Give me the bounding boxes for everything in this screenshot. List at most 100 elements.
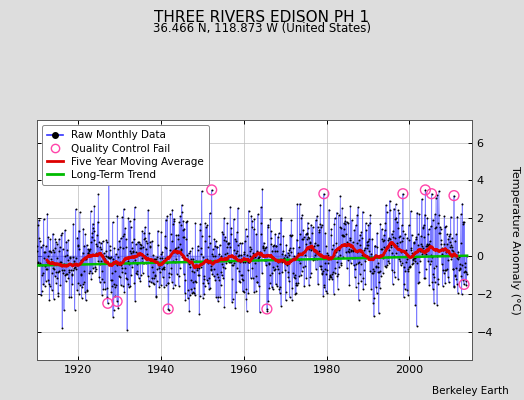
Point (257, 230, 265, 237)
Point (353, 212, 361, 218)
Point (463, 253, 471, 259)
Point (292, 236, 301, 243)
Point (348, 246, 357, 253)
Point (214, 256, 223, 262)
Point (272, 242, 280, 249)
Point (408, 260, 417, 266)
Point (151, 256, 160, 262)
Point (316, 220, 324, 227)
Point (463, 271, 471, 278)
Point (259, 244, 268, 251)
Point (442, 266, 450, 273)
Point (380, 237, 388, 244)
Point (120, 288, 128, 295)
Point (141, 238, 150, 244)
Point (308, 245, 316, 251)
Point (339, 254, 347, 260)
Point (282, 289, 290, 295)
Point (156, 268, 164, 275)
Point (152, 278, 161, 284)
Point (98, 268, 106, 274)
Point (91, 264, 99, 270)
Point (359, 286, 367, 292)
Point (257, 204, 265, 210)
Point (172, 256, 180, 263)
Point (218, 228, 226, 235)
Point (446, 242, 455, 249)
Point (264, 224, 272, 230)
Point (328, 270, 336, 277)
Point (247, 224, 256, 230)
Point (123, 327, 132, 333)
Point (254, 211, 262, 218)
Point (351, 266, 359, 272)
Point (156, 262, 164, 268)
Point (150, 256, 159, 262)
Point (445, 279, 453, 286)
Point (171, 245, 180, 251)
Point (241, 249, 249, 255)
Point (74, 227, 83, 234)
Point (128, 263, 136, 270)
Point (85, 270, 93, 276)
Point (442, 249, 451, 255)
Point (288, 284, 297, 291)
Point (460, 269, 468, 276)
Point (417, 248, 425, 254)
Point (322, 270, 331, 277)
Point (127, 272, 135, 278)
Point (136, 245, 144, 251)
Point (457, 273, 465, 280)
Point (210, 273, 218, 280)
Point (462, 269, 470, 275)
Point (155, 262, 163, 268)
Point (110, 281, 118, 287)
Point (95, 239, 103, 246)
Point (202, 224, 210, 231)
Point (401, 268, 410, 274)
Point (252, 231, 260, 238)
Point (358, 275, 367, 281)
Point (396, 239, 405, 245)
Point (270, 248, 279, 254)
Point (151, 273, 159, 280)
Point (199, 280, 207, 286)
Point (436, 226, 445, 232)
Point (380, 232, 388, 238)
Point (377, 246, 385, 252)
Point (261, 262, 270, 268)
Point (214, 294, 222, 300)
Point (125, 284, 133, 290)
Point (154, 254, 162, 260)
Point (89, 220, 97, 227)
Point (368, 270, 377, 276)
Point (236, 259, 245, 265)
Point (138, 270, 147, 276)
Point (193, 266, 201, 273)
Point (199, 254, 208, 260)
Point (37, 288, 46, 294)
Point (391, 235, 399, 241)
Point (437, 241, 445, 248)
Point (249, 255, 257, 261)
Point (170, 282, 179, 288)
Point (391, 201, 400, 207)
Point (53, 275, 62, 281)
Point (149, 274, 158, 281)
Point (190, 269, 198, 275)
Point (107, 288, 115, 295)
Point (111, 283, 119, 290)
Point (81, 231, 90, 238)
Point (165, 270, 173, 276)
Point (38, 272, 47, 278)
Point (400, 281, 409, 288)
Point (123, 276, 132, 282)
Point (59, 270, 68, 276)
Point (330, 215, 339, 222)
Point (462, 278, 470, 284)
Point (221, 265, 229, 272)
Point (296, 260, 304, 266)
Point (263, 306, 271, 312)
Point (58, 324, 67, 331)
Point (281, 297, 290, 304)
